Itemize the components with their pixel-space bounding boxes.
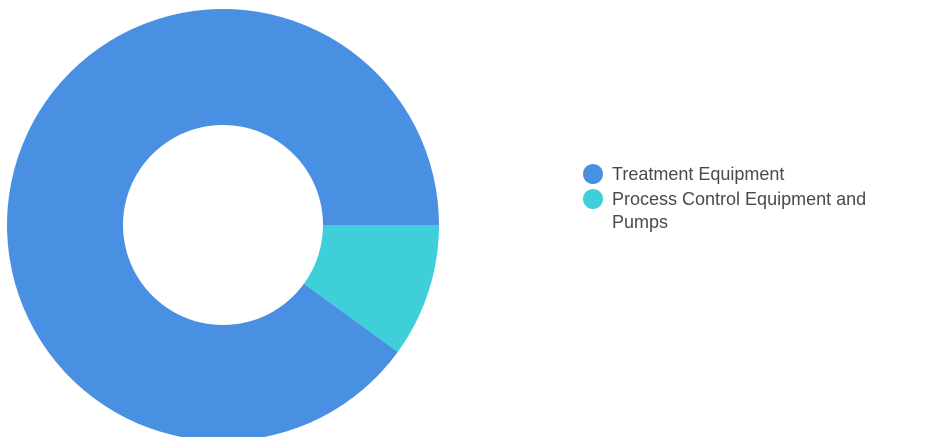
legend-label-process-control-equipment-and-pumps: Process Control Equipment and Pumps: [612, 189, 867, 232]
donut-slice-process-control-equipment-and-pumps[interactable]: [303, 225, 439, 352]
donut-slices: [7, 9, 439, 437]
donut-slice-treatment-equipment[interactable]: [7, 9, 439, 437]
legend-swatch-treatment-equipment: [583, 164, 603, 184]
legend-item-process-control-equipment-and-pumps[interactable]: Process Control Equipment and Pumps: [583, 188, 933, 234]
legend-swatch-process-control-equipment-and-pumps: [583, 189, 603, 209]
chart-legend: Treatment Equipment Process Control Equi…: [583, 163, 933, 236]
donut-chart: [7, 9, 439, 437]
legend-label-treatment-equipment: Treatment Equipment: [612, 164, 785, 184]
legend-item-treatment-equipment[interactable]: Treatment Equipment: [583, 163, 933, 186]
